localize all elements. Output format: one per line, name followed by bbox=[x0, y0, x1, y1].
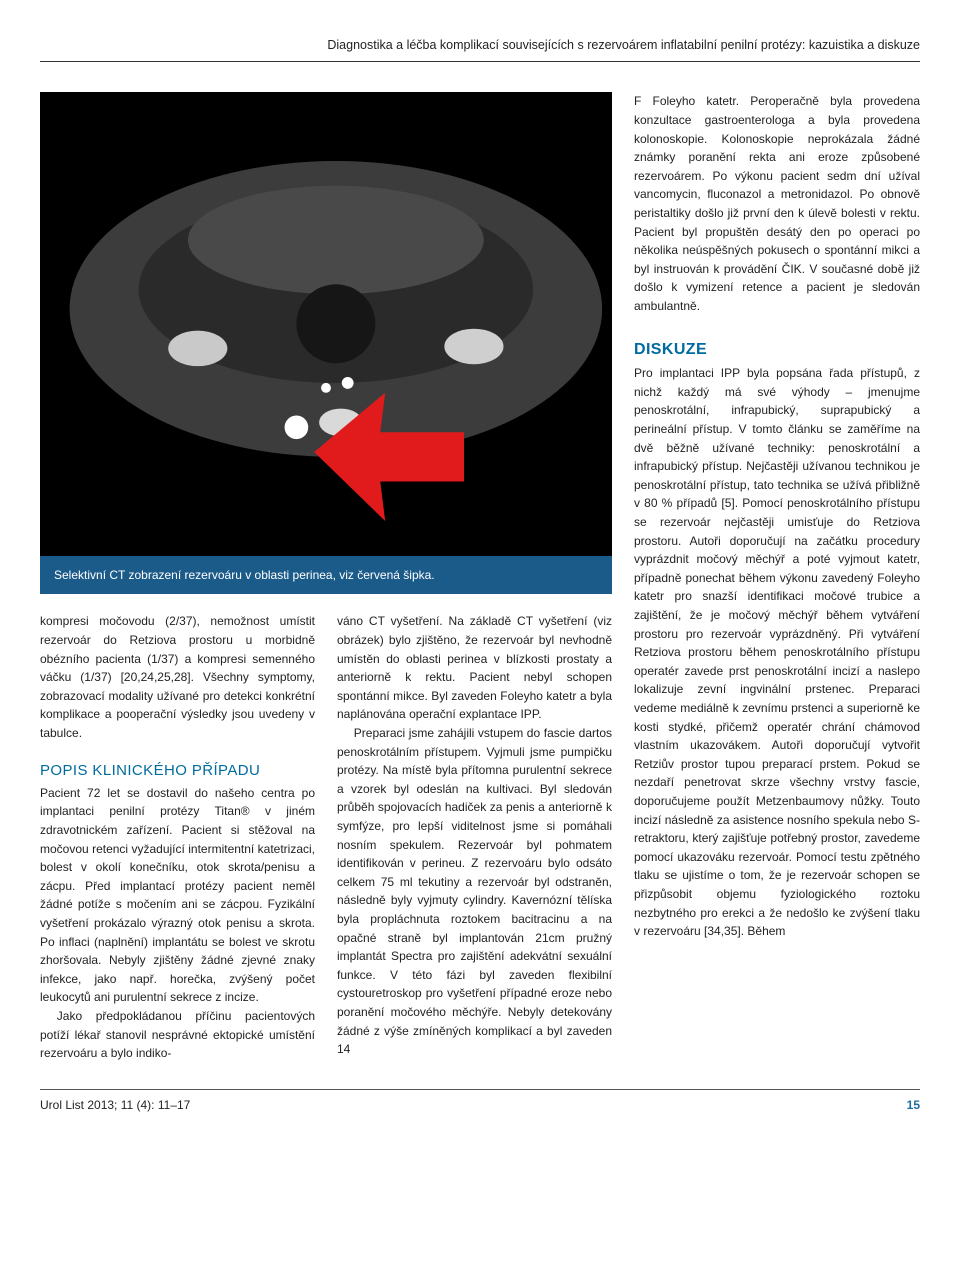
case-para-2: Jako předpokládanou příčinu pacientových… bbox=[40, 1007, 315, 1063]
col-2: váno CT vyšetření. Na základě CT vyšetře… bbox=[337, 612, 612, 1062]
figure-caption: Selektivní CT zobrazení rezervoáru v obl… bbox=[40, 556, 612, 595]
ct-findings: váno CT vyšetření. Na základě CT vyšetře… bbox=[337, 612, 612, 724]
intro-continued: kompresi močovodu (2/37), nemožnost umís… bbox=[40, 612, 315, 742]
case-heading: POPIS KLINICKÉHO PŘÍPADU bbox=[40, 759, 315, 782]
running-header: Diagnostika a léčba komplikací souvisejí… bbox=[40, 28, 920, 62]
lower-two-columns: kompresi močovodu (2/37), nemožnost umís… bbox=[40, 612, 612, 1062]
discussion-para: Pro implantaci IPP byla popsána řada pří… bbox=[634, 364, 920, 940]
postop-para: F Foleyho katetr. Peroperačně byla prove… bbox=[634, 92, 920, 315]
page-footer: Urol List 2013; 11 (4): 11–17 15 bbox=[40, 1089, 920, 1133]
footer-citation: Urol List 2013; 11 (4): 11–17 bbox=[40, 1096, 190, 1115]
ct-figure bbox=[40, 92, 612, 556]
surgery-description: Preparaci jsme zahájili vstupem do fasci… bbox=[337, 724, 612, 1059]
page-number: 15 bbox=[907, 1096, 920, 1115]
case-para-1: Pacient 72 let se dostavil do našeho cen… bbox=[40, 784, 315, 1007]
col-1: kompresi močovodu (2/37), nemožnost umís… bbox=[40, 612, 315, 1062]
col-3: F Foleyho katetr. Peroperačně byla prove… bbox=[634, 92, 920, 1062]
discussion-heading: DISKUZE bbox=[634, 338, 920, 363]
